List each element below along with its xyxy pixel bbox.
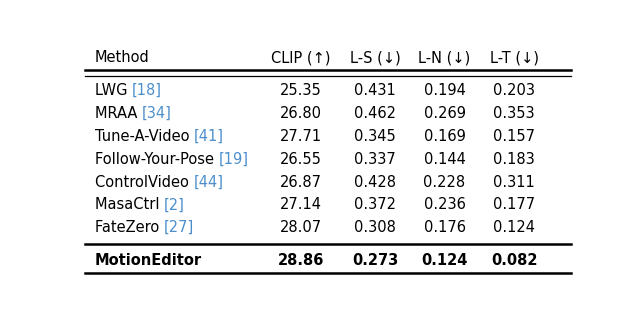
Text: 0.337: 0.337 — [355, 152, 396, 167]
Text: [18]: [18] — [132, 83, 162, 98]
Text: 0.203: 0.203 — [493, 83, 535, 98]
Text: MotionEditor: MotionEditor — [95, 253, 202, 268]
Text: Method: Method — [95, 50, 150, 65]
Text: 0.169: 0.169 — [424, 129, 465, 144]
Text: 0.269: 0.269 — [424, 106, 465, 121]
Text: 26.80: 26.80 — [280, 106, 322, 121]
Text: 27.14: 27.14 — [280, 197, 322, 212]
Text: 27.71: 27.71 — [280, 129, 322, 144]
Text: 0.353: 0.353 — [493, 106, 535, 121]
Text: 26.55: 26.55 — [280, 152, 322, 167]
Text: 0.372: 0.372 — [354, 197, 396, 212]
Text: [27]: [27] — [164, 220, 194, 235]
Text: L-N (↓): L-N (↓) — [419, 50, 470, 65]
Text: 0.157: 0.157 — [493, 129, 535, 144]
Text: 0.183: 0.183 — [493, 152, 535, 167]
Text: 0.176: 0.176 — [424, 220, 465, 235]
Text: 28.86: 28.86 — [278, 253, 324, 268]
Text: L-T (↓): L-T (↓) — [490, 50, 538, 65]
Text: 0.228: 0.228 — [424, 175, 466, 190]
Text: 0.236: 0.236 — [424, 197, 465, 212]
Text: CLIP (↑): CLIP (↑) — [271, 50, 330, 65]
Text: 0.194: 0.194 — [424, 83, 465, 98]
Text: MRAA: MRAA — [95, 106, 142, 121]
Text: 26.87: 26.87 — [280, 175, 322, 190]
Text: ControlVideo: ControlVideo — [95, 175, 193, 190]
Text: FateZero: FateZero — [95, 220, 164, 235]
Text: 0.177: 0.177 — [493, 197, 535, 212]
Text: 0.124: 0.124 — [421, 253, 468, 268]
Text: 0.308: 0.308 — [354, 220, 396, 235]
Text: Tune-A-Video: Tune-A-Video — [95, 129, 194, 144]
Text: 0.082: 0.082 — [491, 253, 537, 268]
Text: 0.144: 0.144 — [424, 152, 465, 167]
Text: 28.07: 28.07 — [280, 220, 322, 235]
Text: 0.273: 0.273 — [352, 253, 398, 268]
Text: LWG: LWG — [95, 83, 132, 98]
Text: 0.311: 0.311 — [493, 175, 535, 190]
Text: Follow-Your-Pose: Follow-Your-Pose — [95, 152, 218, 167]
Text: L-S (↓): L-S (↓) — [349, 50, 401, 65]
Text: MasaCtrl: MasaCtrl — [95, 197, 164, 212]
Text: [34]: [34] — [142, 106, 172, 121]
Text: 0.431: 0.431 — [355, 83, 396, 98]
Text: 0.345: 0.345 — [355, 129, 396, 144]
Text: [41]: [41] — [194, 129, 224, 144]
Text: 0.462: 0.462 — [354, 106, 396, 121]
Text: 0.124: 0.124 — [493, 220, 535, 235]
Text: [44]: [44] — [193, 175, 223, 190]
Text: 0.428: 0.428 — [354, 175, 396, 190]
Text: [19]: [19] — [218, 152, 248, 167]
Text: 25.35: 25.35 — [280, 83, 321, 98]
Text: [2]: [2] — [164, 197, 185, 212]
